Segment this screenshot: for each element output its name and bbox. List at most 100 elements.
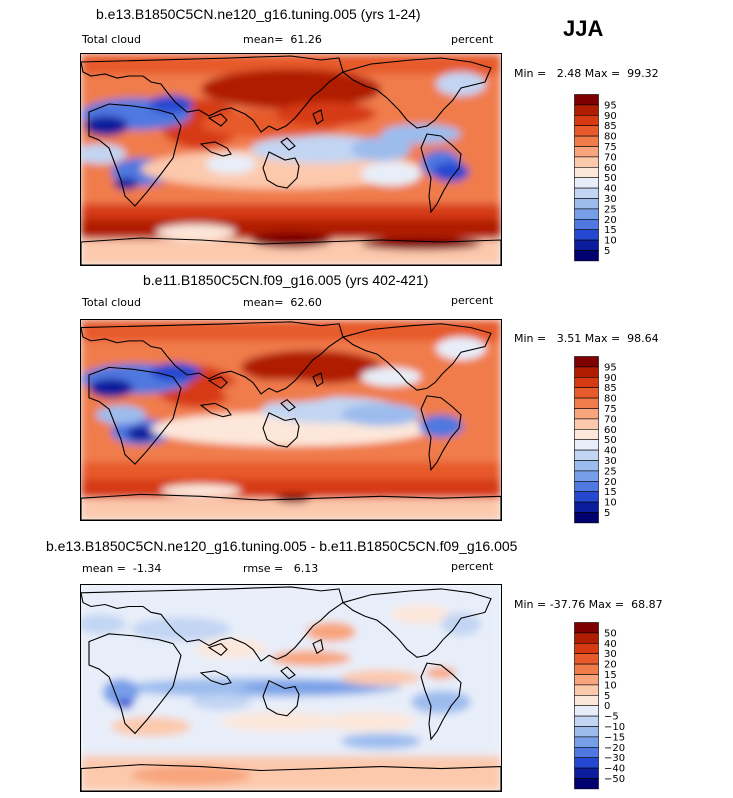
cloud-field-region: [131, 617, 231, 641]
coastline: [81, 493, 501, 520]
colorbar-tick-label: 75: [604, 404, 617, 415]
coastline: [88, 633, 182, 735]
coastline: [81, 586, 344, 662]
colorbar-tick-label: −10: [604, 722, 625, 733]
colorbar-tick-label: 70: [604, 414, 617, 425]
panel-2-units-label: percent: [451, 294, 494, 307]
colorbar-swatch: [574, 156, 599, 168]
season-label: JJA: [563, 16, 604, 41]
colorbar-tick-label: 95: [604, 362, 617, 373]
cloud-field-region: [84, 116, 128, 136]
colorbar-swatch: [574, 705, 599, 717]
colorbar-swatch: [574, 767, 599, 779]
colorbar-swatch: [574, 715, 599, 727]
colorbar-swatch: [574, 747, 599, 759]
colorbar-tick-label: −20: [604, 743, 625, 754]
cloud-field-region: [436, 72, 486, 96]
cloud-field-region: [391, 604, 451, 625]
colorbar-tick-label: 85: [604, 121, 617, 132]
panel-1-minmax: Min = 2.48 Max = 99.32: [514, 67, 659, 80]
colorbar-tick-label: 20: [604, 477, 617, 488]
colorbar-swatch: [574, 653, 599, 665]
colorbar-tick-label: 40: [604, 446, 617, 457]
colorbar-swatch: [574, 642, 599, 654]
colorbar-swatch: [574, 408, 599, 420]
cloud-field-region: [196, 638, 266, 659]
cloud-field-region: [419, 414, 463, 438]
colorbar-tick-label: 60: [604, 163, 617, 174]
colorbar-swatch: [574, 491, 599, 503]
cloud-field-region: [127, 426, 155, 442]
colorbar-swatch: [574, 198, 599, 210]
colorbar-tick-label: 10: [604, 680, 617, 691]
panel-3-units-label: percent: [451, 560, 494, 573]
colorbar-swatch: [574, 250, 599, 262]
coastline: [341, 588, 492, 658]
colorbar-tick-label: 5: [604, 691, 610, 702]
colorbar-tick-label: 20: [604, 215, 617, 226]
colorbar-tick-label: 50: [604, 628, 617, 639]
panel-2-mean-label: mean= 62.60: [243, 296, 322, 309]
coastline: [207, 113, 228, 127]
coastline: [81, 764, 501, 791]
colorbar-swatch: [574, 736, 599, 748]
coastline: [207, 376, 228, 389]
colorbar-swatch: [574, 387, 599, 399]
colorbar-swatch: [574, 470, 599, 482]
coastline: [199, 141, 232, 157]
colorbar-swatch: [574, 208, 599, 220]
coastline: [207, 642, 228, 656]
coastline: [280, 666, 296, 680]
coastline: [262, 412, 300, 448]
cloud-field-region: [161, 483, 241, 498]
panel-1-field-label: Total cloud: [82, 33, 141, 46]
coastline: [341, 57, 492, 129]
colorbar-tick-label: 90: [604, 111, 617, 122]
colorbar-swatch: [574, 684, 599, 696]
colorbar-swatch: [574, 376, 599, 388]
colorbar-tick-label: 30: [604, 649, 617, 660]
cloud-field-region: [81, 614, 126, 634]
colorbar-swatch: [574, 512, 599, 524]
panel-3-title: b.e13.B1850C5CN.ne120_g16.tuning.005 - b…: [46, 538, 518, 554]
cloud-field-region: [251, 232, 331, 248]
colorbar-tick-label: 60: [604, 425, 617, 436]
cloud-field-region: [436, 337, 486, 360]
colorbar-swatch: [574, 219, 599, 231]
panel-1-map: [80, 53, 502, 266]
cloud-field-region: [221, 711, 341, 732]
cloud-field-region: [351, 137, 411, 161]
cloud-field-region: [433, 162, 469, 182]
coastline: [199, 670, 232, 686]
colorbar-swatch: [574, 356, 599, 368]
colorbar-tick-label: 0: [604, 701, 610, 712]
colorbar-tick-label: 80: [604, 394, 617, 405]
colorbar-tick-label: 80: [604, 132, 617, 143]
coastline: [81, 237, 501, 265]
colorbar-tick-label: 40: [604, 184, 617, 195]
colorbar-tick-label: 25: [604, 466, 617, 477]
colorbar-swatch: [574, 177, 599, 189]
colorbar-tick-label: 25: [604, 204, 617, 215]
cloud-field-region: [426, 667, 456, 679]
cloud-field-region: [341, 669, 421, 686]
colorbar-swatch: [574, 94, 599, 106]
coastline: [81, 55, 344, 133]
cloud-field-region: [361, 367, 421, 387]
colorbar-tick-label: 15: [604, 225, 617, 236]
colorbar-swatch: [574, 632, 599, 644]
panel-3-rmse-label: rmse = 6.13: [243, 562, 319, 575]
panel-2-map-field: [81, 320, 501, 520]
colorbar-tick-label: 50: [604, 435, 617, 446]
colorbar-tick-label: 75: [604, 142, 617, 153]
colorbar-tick-label: −40: [604, 764, 625, 775]
colorbar-tick-label: 95: [604, 100, 617, 111]
coastline: [280, 398, 296, 412]
coastline: [312, 372, 324, 388]
colorbar-tick-label: −30: [604, 753, 625, 764]
colorbar-tick-label: 30: [604, 456, 617, 467]
colorbar-swatch: [574, 229, 599, 241]
cloud-field-region: [81, 498, 501, 520]
colorbar-tick-label: 20: [604, 660, 617, 671]
colorbar-tick-label: 5: [604, 246, 610, 257]
